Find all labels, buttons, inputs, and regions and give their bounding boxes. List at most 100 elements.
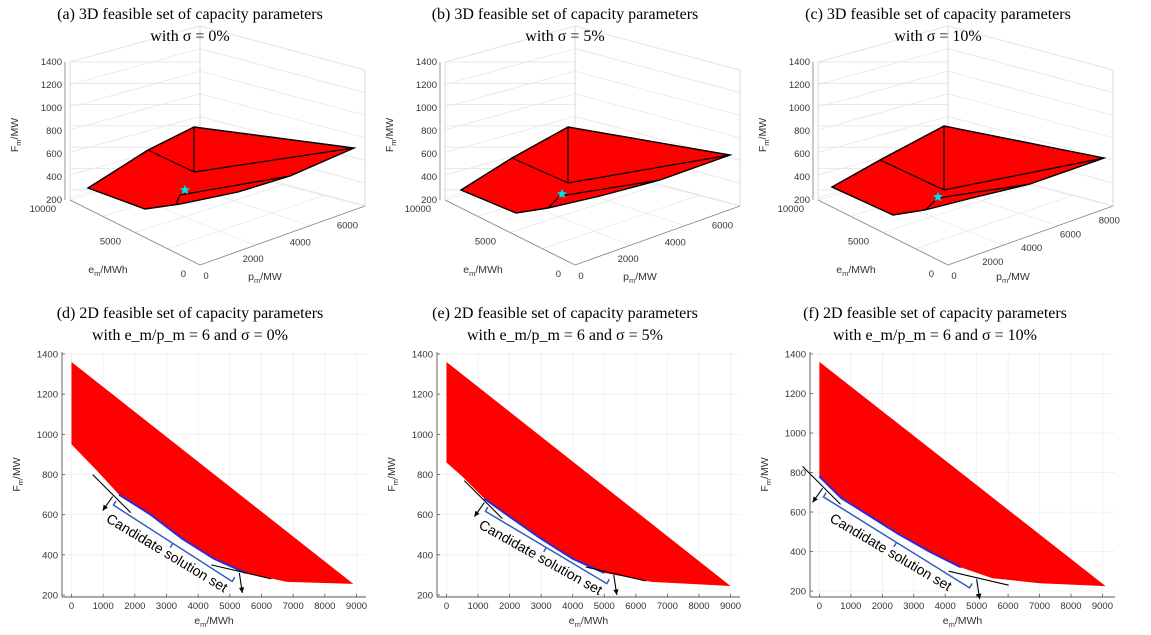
polytope-edge bbox=[937, 183, 1031, 199]
y-axis-label: em/MWh bbox=[463, 264, 503, 278]
x-tick-label: 0 bbox=[444, 601, 449, 612]
polytope-edge bbox=[193, 147, 355, 173]
candidate-bracket-tick bbox=[169, 542, 174, 548]
feasible-region-2d bbox=[819, 361, 1106, 587]
optimal-point-star bbox=[179, 184, 191, 195]
tangent-line-start bbox=[463, 480, 503, 520]
normal-arrow-start-head bbox=[474, 510, 480, 517]
x-tick-label: 9000 bbox=[346, 601, 367, 612]
x-axis-label: em/MWh bbox=[194, 615, 234, 629]
z-tick-label: 400 bbox=[46, 172, 62, 183]
x-tick-label: 5000 bbox=[594, 601, 615, 612]
z-tick-label: 1200 bbox=[789, 80, 810, 91]
panel-title-line2: with σ = 10% bbox=[894, 28, 981, 45]
feasible-region-2d bbox=[71, 362, 354, 584]
x-tick-label: 2000 bbox=[982, 257, 1003, 268]
x-tick-label: 3000 bbox=[903, 601, 924, 612]
z-axis-label: Fm/MW bbox=[757, 118, 771, 152]
x-tick-label: 6000 bbox=[998, 601, 1019, 612]
y-tick-label: 800 bbox=[790, 468, 806, 479]
y-tick-label: 10000 bbox=[30, 204, 56, 215]
y-tick-label: 5000 bbox=[475, 237, 496, 248]
x-tick-label: 8000 bbox=[1099, 215, 1120, 226]
x-tick-label: 5000 bbox=[966, 601, 987, 612]
polytope-edge bbox=[175, 194, 181, 205]
x-tick-label: 1000 bbox=[840, 601, 861, 612]
x-tick-label: 0 bbox=[203, 271, 208, 282]
x-tick-label: 4000 bbox=[935, 601, 956, 612]
z-axis-label: Fm/MW bbox=[384, 118, 398, 152]
panel-title-line1: (b) 3D feasible set of capacity paramete… bbox=[432, 6, 699, 23]
y-tick-label: 5000 bbox=[100, 237, 121, 248]
x-axis-label: em/MWh bbox=[569, 615, 609, 629]
feasible-region-3d bbox=[830, 125, 1107, 216]
x-tick-label: 1000 bbox=[93, 601, 114, 612]
y-tick-label: 5000 bbox=[848, 237, 869, 248]
x-tick-label: 0 bbox=[951, 271, 956, 282]
normal-arrow-end-head bbox=[613, 589, 619, 595]
x-tick-label: 8000 bbox=[688, 601, 709, 612]
z-tick-label: 800 bbox=[794, 126, 810, 137]
z-tick-label: 1400 bbox=[41, 57, 62, 68]
candidate-boundary bbox=[818, 475, 962, 569]
x-tick-label: 2000 bbox=[872, 601, 893, 612]
panel-title-line1: (f) 2D feasible set of capacity paramete… bbox=[803, 305, 1067, 322]
y-tick-label: 0 bbox=[556, 269, 561, 280]
x-tick-label: 2000 bbox=[618, 254, 639, 265]
y-tick-label: 1000 bbox=[37, 430, 58, 441]
panel-3d-b: 200 400 600 800 1000 1200 1400 0 5000 10000 0 2000 4… bbox=[384, 6, 741, 285]
y-tick-label: 200 bbox=[790, 587, 806, 598]
z-tick-label: 1000 bbox=[416, 103, 437, 114]
x-tick-label: 6000 bbox=[251, 601, 272, 612]
panel-title-line2: with σ = 5% bbox=[525, 28, 604, 45]
panel-2d-d: 200 400 600 800 1000 1200 1400 0 1000 2000 3000 400… bbox=[11, 305, 367, 629]
x-tick-label: 9000 bbox=[720, 601, 741, 612]
z-tick-label: 1400 bbox=[789, 57, 810, 68]
y-axis-label: Fm/MW bbox=[386, 457, 400, 491]
x-tick-label: 4000 bbox=[665, 237, 686, 248]
panel-title-line2: with e_m/p_m = 6 and σ = 10% bbox=[833, 327, 1037, 344]
panel-title-line1: (c) 3D feasible set of capacity paramete… bbox=[805, 6, 1071, 23]
x-axis-label: em/MWh bbox=[943, 615, 983, 629]
polytope-edge bbox=[943, 157, 1105, 191]
y-tick-label: 200 bbox=[42, 590, 58, 601]
x-tick-label: 0 bbox=[817, 601, 822, 612]
y-tick-label: 10000 bbox=[405, 204, 431, 215]
feasible-region-2d bbox=[446, 362, 731, 586]
x-tick-label: 3000 bbox=[531, 601, 552, 612]
z-tick-label: 400 bbox=[421, 172, 437, 183]
y-tick-label: 400 bbox=[790, 547, 806, 558]
x-tick-label: 7000 bbox=[283, 601, 304, 612]
panel-title-line1: (a) 3D feasible set of capacity paramete… bbox=[57, 6, 323, 23]
z-tick-label: 1000 bbox=[789, 103, 810, 114]
candidate-bracket-tick bbox=[543, 547, 547, 553]
y-axis-label: Fm/MW bbox=[759, 457, 773, 491]
y-tick-label: 1400 bbox=[37, 350, 58, 361]
x-tick-label: 3000 bbox=[156, 601, 177, 612]
panel-title-line2: with e_m/p_m = 6 and σ = 5% bbox=[467, 327, 663, 344]
y-tick-label: 600 bbox=[790, 508, 806, 519]
normal-arrow-end-head bbox=[238, 587, 245, 593]
tangent-line-end bbox=[211, 564, 272, 580]
polytope-edge bbox=[511, 157, 569, 184]
y-tick-label: 1200 bbox=[37, 390, 58, 401]
z-tick-label: 200 bbox=[421, 195, 437, 206]
x-tick-label: 0 bbox=[578, 271, 583, 282]
x-tick-label: 6000 bbox=[712, 220, 733, 231]
panel-2d-f: 200 400 600 800 1000 1200 1400 0 1000 2000 3000 400… bbox=[759, 305, 1115, 629]
z-tick-label: 600 bbox=[421, 149, 437, 160]
polytope-edge bbox=[567, 154, 731, 184]
x-tick-label: 6000 bbox=[337, 220, 358, 231]
x-tick-label: 7000 bbox=[657, 601, 678, 612]
y-tick-label: 400 bbox=[42, 550, 58, 561]
z-tick-label: 200 bbox=[794, 195, 810, 206]
y-tick-label: 600 bbox=[417, 510, 433, 521]
tangent-line-start bbox=[92, 474, 132, 513]
z-tick-label: 600 bbox=[46, 149, 62, 160]
y-tick-label: 400 bbox=[417, 550, 433, 561]
panel-3d-a: 200 400 600 800 1000 1200 1400 0 5000 10000 0 2000 4… bbox=[9, 6, 366, 285]
normal-arrow-start-head bbox=[102, 504, 108, 511]
y-tick-label: 800 bbox=[417, 470, 433, 481]
x-tick-label: 8000 bbox=[1060, 601, 1081, 612]
